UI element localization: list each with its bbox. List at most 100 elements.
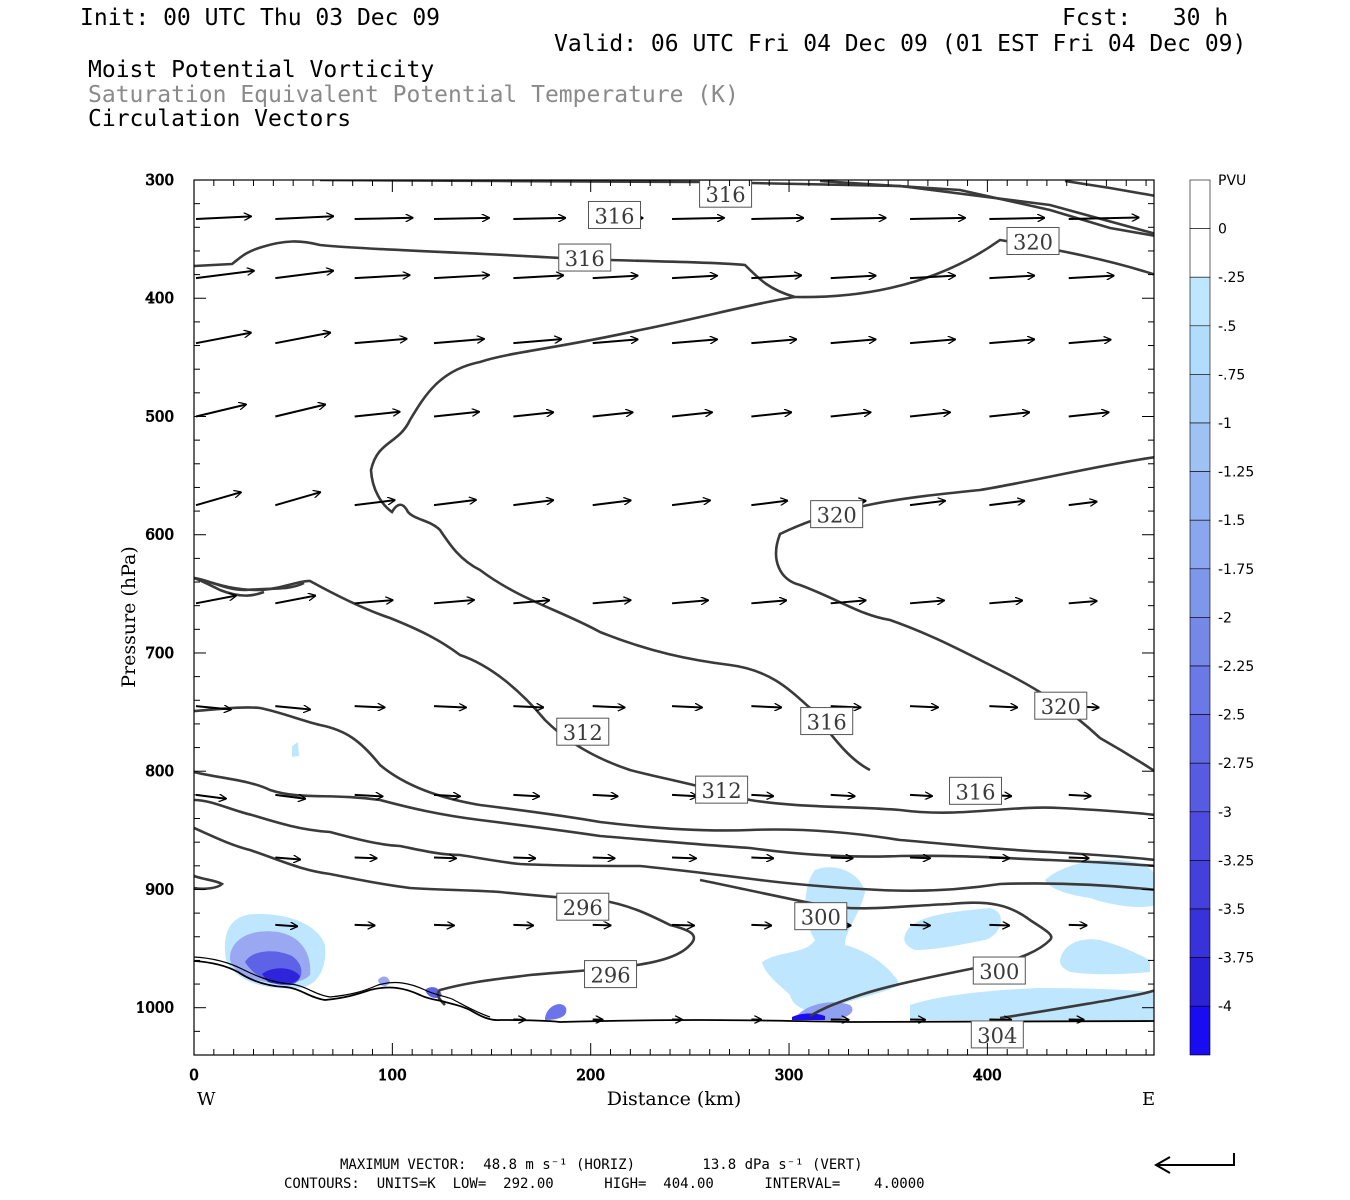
circulation-vector [275, 492, 320, 507]
circulation-vector [830, 706, 861, 707]
contour-line [194, 770, 1154, 868]
colorbar-label: -3 [1218, 805, 1232, 821]
circulation-vector [513, 500, 553, 507]
x-tick-label: 300 [775, 1066, 804, 1084]
y-tick-label: 400 [145, 289, 174, 307]
contour-label: 296 [556, 892, 610, 921]
contour-label: 300 [794, 902, 848, 931]
circulation-vector [671, 858, 696, 859]
contour-line [319, 180, 1154, 235]
svg-text:304: 304 [977, 1024, 1017, 1048]
x-tick-label: 100 [378, 1066, 407, 1084]
contour-label: 320 [810, 500, 864, 529]
circulation-vector [830, 858, 853, 859]
y-tick-label: 500 [145, 407, 174, 425]
circulation-vector [989, 925, 1009, 926]
circulation-vector [195, 404, 246, 418]
circulation-vector [354, 500, 395, 507]
circulation-vector [513, 275, 563, 278]
colorbar-label: -2.75 [1218, 756, 1254, 772]
circulation-vector [433, 275, 489, 278]
circulation-vector [1068, 276, 1114, 279]
circulation-vector [354, 600, 393, 603]
circulation-vector [433, 925, 454, 926]
svg-text:316: 316 [807, 711, 847, 735]
circulation-vector [195, 492, 241, 507]
circulation-vector [513, 925, 533, 926]
contour-label: 320 [1006, 226, 1060, 255]
contour-line [194, 576, 1154, 817]
circulation-vector [751, 339, 796, 345]
contour-line [194, 874, 225, 891]
plot-frame [193, 179, 1155, 1056]
contour-line [194, 798, 1154, 893]
circulation-vector [909, 339, 955, 345]
circulation-vector [910, 858, 930, 859]
circulation-vector [195, 216, 251, 219]
circulation-vector [275, 795, 305, 799]
circulation-vector [354, 925, 375, 926]
circulation-vector [513, 600, 549, 603]
colorbar-swatch [1189, 714, 1211, 764]
contour-line [999, 989, 1154, 1020]
circulation-vector [672, 218, 724, 219]
colorbar-swatch [1189, 179, 1211, 229]
circulation-vector [1068, 340, 1111, 344]
circulation-vector [751, 706, 781, 707]
contour-label: 304 [970, 1020, 1024, 1049]
contour-label: 300 [972, 956, 1026, 985]
circulation-vector [275, 596, 315, 605]
circulation-vector [910, 218, 965, 219]
circulation-vector [433, 218, 489, 219]
circulation-vector [433, 706, 466, 707]
circulation-vector [513, 795, 539, 796]
contour-label: 312 [556, 717, 610, 746]
circulation-vector [275, 333, 330, 345]
circulation-vector [513, 339, 561, 345]
pv-patch [292, 742, 299, 757]
pv-colorbar: 0 -.25 -.5 -.75 -1 -1.25 -1.5 -1.75 -2 -2.25 -2.5 -… [1189, 179, 1254, 1056]
pv-patch [762, 867, 900, 1012]
pv-patch [545, 1004, 567, 1020]
svg-text:316: 316 [706, 183, 746, 207]
circulation-vector [751, 600, 786, 603]
pv-patch [1045, 859, 1154, 907]
circulation-vector [513, 706, 543, 707]
colorbar-swatch [1189, 665, 1211, 715]
x-tick-label: 0 [189, 1066, 199, 1084]
svg-text:316: 316 [565, 247, 605, 271]
circulation-vector [830, 600, 866, 603]
circulation-vector [592, 858, 615, 859]
colorbar-swatch [1189, 471, 1211, 521]
circulation-vector [751, 218, 803, 219]
contour-line [819, 180, 1154, 237]
y-tick-label: 900 [145, 880, 174, 898]
terrain-line [194, 960, 1154, 1023]
y-axis-label: Pressure (hPa) [118, 546, 140, 688]
circulation-vector [910, 925, 930, 926]
terrain [194, 956, 1154, 1023]
colorbar-label: -1.5 [1218, 513, 1245, 529]
circulation-vector [989, 218, 1044, 219]
circulation-vector [1068, 601, 1097, 603]
contour-line [369, 295, 871, 772]
circulation-vector [513, 412, 553, 418]
svg-text:300: 300 [801, 906, 841, 930]
pv-patch [910, 988, 1154, 1020]
circulation-vector [671, 600, 708, 603]
circulation-vector [275, 216, 333, 219]
circulation-vector [909, 501, 945, 507]
svg-text:316: 316 [594, 204, 634, 228]
circulation-vector [751, 501, 787, 507]
svg-text:312: 312 [702, 779, 742, 803]
circulation-vector [671, 339, 717, 345]
contour-label: 312 [695, 775, 749, 804]
circulation-vector [1068, 218, 1139, 219]
colorbar-swatch [1189, 617, 1211, 667]
circulation-vector [513, 858, 535, 859]
circulation-vector [433, 500, 476, 507]
colorbar-swatch [1189, 908, 1211, 958]
circulation-vector [909, 412, 950, 418]
title-mpv: Moist Potential Vorticity [88, 57, 435, 83]
circulation-vector [354, 706, 385, 707]
